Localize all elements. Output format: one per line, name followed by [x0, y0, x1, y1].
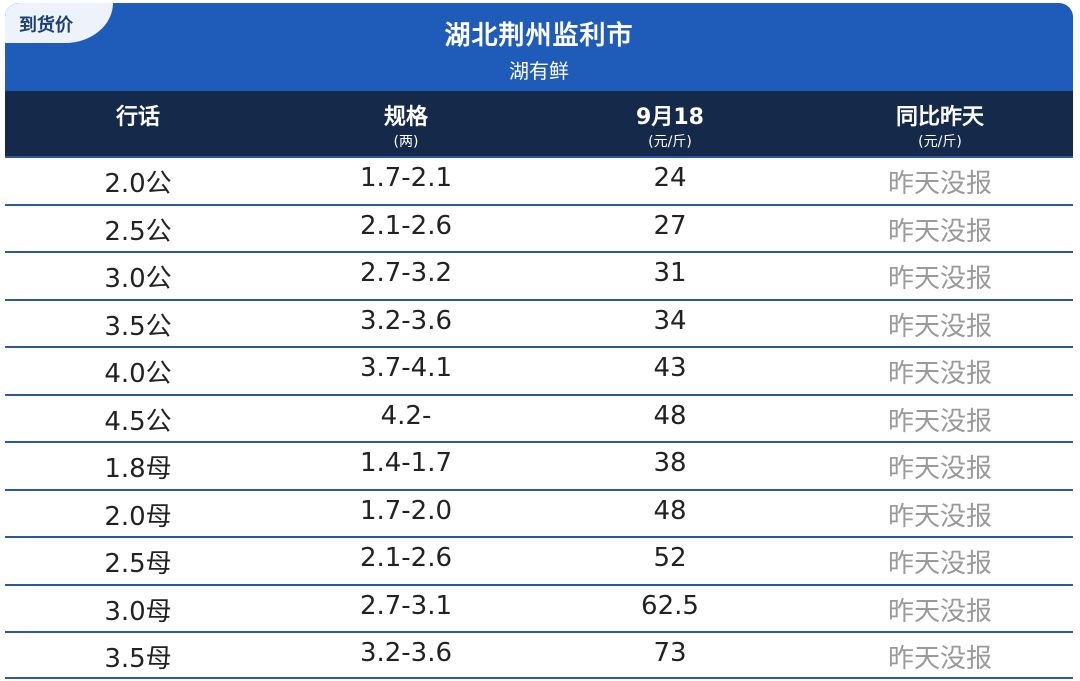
spec-cell: 4.2-	[380, 400, 432, 431]
compare-cell: 昨天没报	[887, 216, 992, 247]
spec-cell: 3.7-4.1	[359, 353, 453, 383]
spec-cell: 1.7-2.1	[359, 163, 453, 193]
price-cell: 48	[653, 400, 687, 431]
header-compare-label: 同比昨天	[895, 105, 984, 130]
compare-cell: 昨天没报	[887, 359, 992, 389]
vendor-subtitle: 湖有鲜	[509, 59, 569, 83]
spec-cell: 3.2-3.6	[359, 305, 453, 336]
title-bar: 到货价 湖北荆州监利市 湖有鲜	[5, 3, 1073, 91]
header-term-label: 行话	[115, 105, 160, 130]
price-cell: 31	[653, 258, 687, 288]
price-cell: 52	[653, 543, 687, 573]
spec-cell: 2.7-3.1	[359, 590, 453, 621]
term-cell: 4.5公	[104, 406, 172, 437]
arrival-price-badge: 到货价	[5, 3, 113, 43]
compare-cell: 昨天没报	[887, 311, 992, 342]
table-row: 4.5公 4.2- 48 昨天没报	[5, 393, 1073, 442]
header-compare-unit: (元/斤)	[918, 134, 962, 150]
spec-cell: 1.4-1.7	[359, 448, 453, 478]
price-cell: 34	[653, 305, 687, 336]
table-row: 2.0公 1.7-2.1 24 昨天没报	[5, 156, 1073, 204]
price-cell: 73	[653, 638, 687, 668]
table-row: 2.0母 1.7-2.0 48 昨天没报	[5, 488, 1073, 537]
market-title: 湖北荆州监利市	[444, 21, 634, 51]
spec-cell: 2.7-3.2	[359, 258, 453, 288]
table-row: 1.8母 1.4-1.7 38 昨天没报	[5, 441, 1073, 489]
price-cell: 48	[653, 495, 687, 526]
table-row: 3.0母 2.7-3.1 62.5 昨天没报	[5, 583, 1073, 632]
term-cell: 2.5公	[104, 216, 172, 247]
compare-cell: 昨天没报	[887, 406, 992, 437]
compare-cell: 昨天没报	[887, 644, 992, 674]
header-spec-unit: (两)	[393, 134, 419, 150]
compare-cell: 昨天没报	[887, 501, 992, 532]
price-cell: 27	[653, 210, 687, 241]
term-cell: 4.0公	[104, 359, 172, 389]
header-compare: 同比昨天 (元/斤)	[825, 91, 1055, 156]
price-cell: 62.5	[641, 590, 699, 621]
table-row: 3.5母 3.2-3.6 73 昨天没报	[5, 631, 1073, 679]
compare-cell: 昨天没报	[887, 264, 992, 294]
term-cell: 3.0母	[104, 596, 172, 627]
compare-cell: 昨天没报	[887, 549, 992, 579]
badge-label: 到货价	[19, 15, 73, 36]
term-cell: 3.0公	[104, 264, 172, 294]
term-cell: 2.0母	[104, 501, 172, 532]
compare-cell: 昨天没报	[887, 169, 992, 199]
term-cell: 3.5母	[104, 644, 172, 674]
term-cell: 2.5母	[104, 549, 172, 579]
table-bottom-border	[5, 677, 1073, 679]
compare-cell: 昨天没报	[887, 596, 992, 627]
table-row: 4.0公 3.7-4.1 43 昨天没报	[5, 346, 1073, 394]
term-cell: 2.0公	[104, 169, 172, 199]
table-body: 2.0公 1.7-2.1 24 昨天没报 2.5公 2.1-2.6 27 昨天没…	[5, 156, 1073, 679]
table-row: 3.5公 3.2-3.6 34 昨天没报	[5, 298, 1073, 347]
table-row: 3.0公 2.7-3.2 31 昨天没报	[5, 251, 1073, 299]
table-row: 2.5公 2.1-2.6 27 昨天没报	[5, 203, 1073, 252]
spec-cell: 2.1-2.6	[359, 543, 453, 573]
term-cell: 1.8母	[104, 454, 172, 484]
spec-cell: 2.1-2.6	[359, 210, 453, 241]
header-term: 行话	[35, 91, 241, 156]
price-cell: 38	[653, 448, 687, 478]
table-row: 2.5母 2.1-2.6 52 昨天没报	[5, 536, 1073, 584]
spec-cell: 3.2-3.6	[359, 638, 453, 668]
spec-cell: 1.7-2.0	[359, 495, 453, 526]
term-cell: 3.5公	[104, 311, 172, 342]
price-table-card: 到货价 湖北荆州监利市 湖有鲜 行话 规格 (两) 9月18 (元/斤) 同比昨…	[5, 3, 1073, 681]
header-spec: 规格 (两)	[291, 91, 521, 156]
price-cell: 43	[653, 353, 687, 383]
price-cell: 24	[653, 163, 687, 193]
header-date-label: 9月18	[636, 105, 704, 130]
header-date-unit: (元/斤)	[648, 134, 692, 150]
header-spec-label: 规格	[383, 105, 428, 130]
table-header: 行话 规格 (两) 9月18 (元/斤) 同比昨天 (元/斤)	[5, 91, 1073, 156]
header-date: 9月18 (元/斤)	[565, 91, 775, 156]
compare-cell: 昨天没报	[887, 454, 992, 484]
